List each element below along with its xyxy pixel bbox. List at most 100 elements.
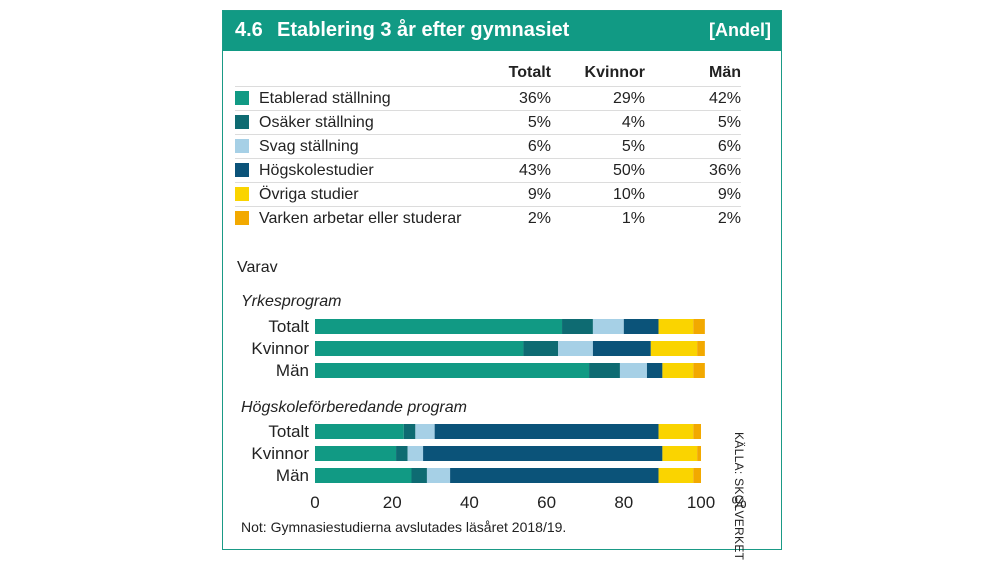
bar-segment <box>315 319 563 334</box>
figure-title: Etablering 3 år efter gymnasiet <box>277 19 570 41</box>
bar-segment <box>589 363 620 378</box>
legend-label-cell: Etablerad ställning <box>235 86 483 111</box>
table-cell: 5% <box>551 134 645 159</box>
x-tick-label: 0 <box>310 493 319 512</box>
table-cell: 42% <box>645 86 741 111</box>
legend-row: Svag ställning 6% 5% 6% <box>235 134 741 159</box>
legend-label-cell: Osäker ställning <box>235 110 483 135</box>
bar-segment <box>415 424 435 439</box>
bar-segment <box>693 319 705 334</box>
bar-label: Kvinnor <box>251 339 309 358</box>
bar-segment <box>403 424 416 439</box>
group-title: Yrkesprogram <box>241 293 342 310</box>
group-title: Högskoleförberedande program <box>241 399 467 416</box>
x-tick-label: 20 <box>383 493 402 512</box>
column-header: Totalt <box>508 64 551 81</box>
footnote: Not: Gymnasiestudierna avslutades läsåre… <box>241 519 567 535</box>
bar-segment <box>558 341 593 356</box>
legend-label-cell: Högskolestudier <box>235 158 483 183</box>
table-cell: 6% <box>645 134 741 159</box>
table-cell: 6% <box>483 134 551 159</box>
bar-segment <box>450 468 659 483</box>
x-tick-label: 100 <box>687 493 715 512</box>
bar-segment <box>411 468 427 483</box>
table-cell: 43% <box>483 158 551 183</box>
legend-label: Övriga studier <box>259 185 359 203</box>
legend-label-cell: Övriga studier <box>235 182 483 207</box>
x-unit-label: % <box>731 493 746 512</box>
bar-segment <box>396 446 408 461</box>
legend-label: Svag ställning <box>259 137 359 155</box>
source-label: KÄLLA: SKOLVERKET <box>732 432 746 561</box>
column-header: Kvinnor <box>584 64 645 81</box>
table-cell: 10% <box>551 182 645 207</box>
bar-segment <box>693 424 701 439</box>
figure-number: 4.6 <box>235 19 263 41</box>
bar-segment <box>658 319 694 334</box>
table-cell: 5% <box>645 110 741 135</box>
legend-label: Etablerad ställning <box>259 89 391 107</box>
bar-segment <box>650 341 698 356</box>
x-tick-label: 80 <box>614 493 633 512</box>
legend-label: Osäker ställning <box>259 113 374 131</box>
legend-row: Övriga studier 9% 10% 9% <box>235 182 741 207</box>
legend-swatch <box>235 210 249 225</box>
bar-segment <box>697 446 701 461</box>
bar-segment <box>423 446 663 461</box>
legend-label-cell: Svag ställning <box>235 134 483 159</box>
bar-segment <box>562 319 593 334</box>
bar-label: Män <box>276 361 309 380</box>
table-cell: 2% <box>645 206 741 230</box>
table-cell: 9% <box>483 182 551 207</box>
bar-segment <box>434 424 659 439</box>
figure-card: 4.6 Etablering 3 år efter gymnasiet [And… <box>222 10 782 550</box>
legend-row: Etablerad ställning 36% 29% 42% <box>235 86 741 111</box>
bar-segment <box>658 424 694 439</box>
bar-label: Totalt <box>268 422 309 441</box>
legend-row: Osäker ställning 5% 4% 5% <box>235 110 741 135</box>
legend-swatch <box>235 90 249 105</box>
table-cell: 36% <box>645 158 741 183</box>
bar-label: Totalt <box>268 317 309 336</box>
legend-swatch <box>235 138 249 153</box>
table-cell: 1% <box>551 206 645 230</box>
bar-segment <box>693 363 705 378</box>
column-header: Män <box>709 64 741 81</box>
figure-header: 4.6 Etablering 3 år efter gymnasiet [And… <box>223 11 781 51</box>
bar-segment <box>315 424 404 439</box>
legend-row: Högskolestudier 43% 50% 36% <box>235 158 741 183</box>
bar-segment <box>426 468 451 483</box>
bar-segment <box>662 446 698 461</box>
legend-swatch <box>235 162 249 177</box>
table-cell: 4% <box>551 110 645 135</box>
varav-label: Varav <box>237 259 278 276</box>
table-cell: 9% <box>645 182 741 207</box>
figure-unit: [Andel] <box>709 20 771 40</box>
x-tick-label: 60 <box>537 493 556 512</box>
legend-swatch <box>235 114 249 129</box>
bar-segment <box>619 363 647 378</box>
legend-table: Totalt Kvinnor Män Etablerad ställning 36… <box>235 63 741 230</box>
legend-row: Varken arbetar eller studerar 2% 1% 2% <box>235 206 741 230</box>
bar-label: Kvinnor <box>251 444 309 463</box>
table-cell: 29% <box>551 86 645 111</box>
bar-segment <box>523 341 559 356</box>
bar-segment <box>658 468 694 483</box>
bar-segment <box>662 363 694 378</box>
bar-segment <box>407 446 424 461</box>
legend-label: Högskolestudier <box>259 161 374 179</box>
x-tick-label: 40 <box>460 493 479 512</box>
table-cell: 50% <box>551 158 645 183</box>
table-cell: 36% <box>483 86 551 111</box>
legend-label-cell: Varken arbetar eller studerar <box>235 206 483 230</box>
bar-segment <box>693 468 701 483</box>
bar-segment <box>315 363 590 378</box>
bar-segment <box>697 341 705 356</box>
table-cell: 2% <box>483 206 551 230</box>
bar-label: Män <box>276 466 309 485</box>
bar-segment <box>646 363 663 378</box>
bar-segment <box>592 319 624 334</box>
bar-segment <box>592 341 651 356</box>
legend-label: Varken arbetar eller studerar <box>259 209 462 227</box>
